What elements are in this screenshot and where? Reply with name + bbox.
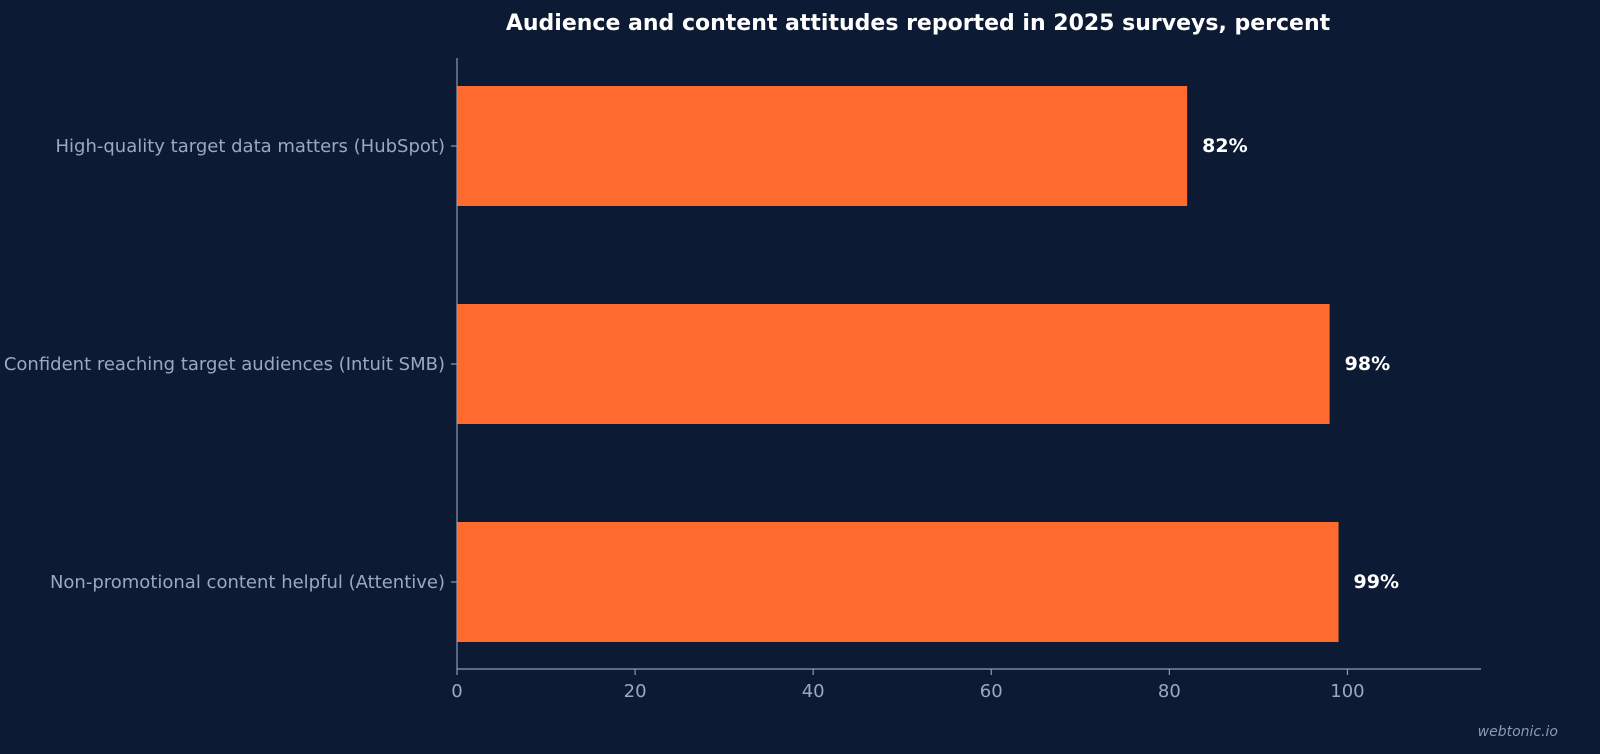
data-label: 98%: [1345, 353, 1390, 375]
category-label: Confident reaching target audiences (Int…: [4, 354, 445, 375]
x-tick-label: 60: [980, 681, 1003, 702]
x-tick-label: 80: [1158, 681, 1181, 702]
axes-group: High-quality target data matters (HubSpo…: [4, 58, 1481, 702]
data-label: 82%: [1202, 135, 1247, 157]
x-tick-label: 20: [624, 681, 647, 702]
x-tick-label: 100: [1330, 681, 1364, 702]
category-label: Non-promotional content helpful (Attenti…: [50, 572, 445, 593]
bars-group: 82% 98% 99%: [457, 86, 1399, 642]
bar: [457, 86, 1188, 206]
x-tick-label: 0: [451, 681, 462, 702]
chart-title: Audience and content attitudes reported …: [506, 11, 1331, 36]
bar: [457, 522, 1339, 642]
x-tick-label: 40: [802, 681, 825, 702]
category-label: High-quality target data matters (HubSpo…: [56, 136, 445, 157]
data-label: 99%: [1354, 571, 1399, 593]
bar: [457, 304, 1330, 424]
watermark-text: webtonic.io: [1477, 724, 1558, 740]
